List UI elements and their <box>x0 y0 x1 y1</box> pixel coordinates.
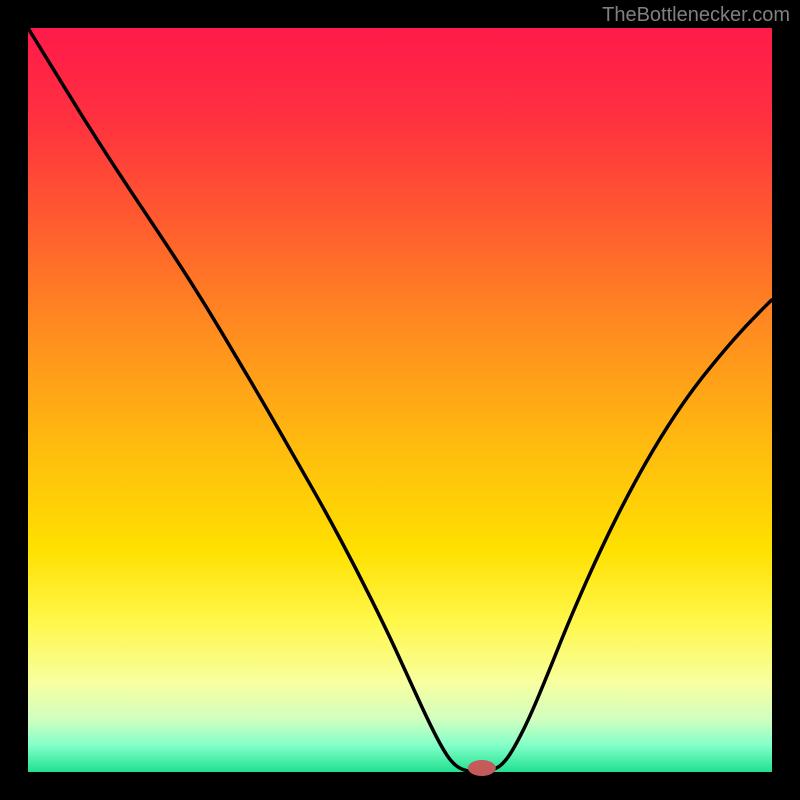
reference-marker <box>468 760 496 776</box>
bottleneck-chart <box>0 0 800 800</box>
watermark-text: TheBottlenecker.com <box>602 4 790 27</box>
